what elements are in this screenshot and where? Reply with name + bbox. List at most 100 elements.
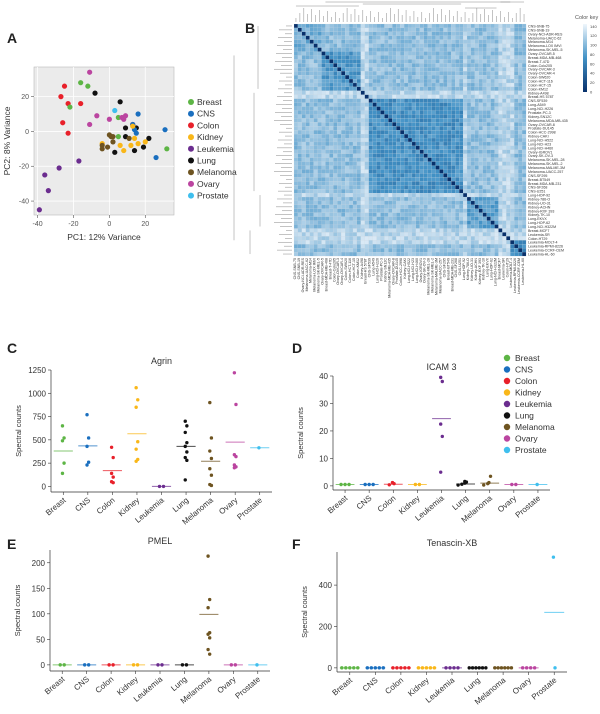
heatmap-cell: [470, 149, 476, 154]
heatmap-cell: [419, 220, 424, 225]
heatmap-cell: [368, 165, 373, 170]
row-label: Breast-BT549: [528, 178, 550, 182]
heatmap-cell: [345, 161, 350, 166]
heatmap-cell: [521, 236, 527, 241]
heatmap-cell: [404, 232, 409, 237]
heatmap-cell: [400, 134, 405, 139]
heatmap-cell: [360, 193, 365, 198]
heatmap-cell: [455, 43, 460, 48]
heatmap-cell: [376, 161, 381, 166]
heatmap-cell: [502, 98, 507, 103]
heatmap-cell: [510, 189, 515, 194]
heatmap-cell: [380, 181, 385, 186]
heatmap-cell: [498, 130, 503, 135]
heatmap-cell: [305, 51, 310, 56]
heatmap-cell: [451, 106, 456, 111]
heatmap-cell: [490, 130, 495, 135]
heatmap-cell: [411, 47, 417, 52]
heatmap-cell: [376, 63, 381, 68]
heatmap-cell: [447, 110, 452, 115]
heatmap-cell: [494, 208, 499, 213]
heatmap-cell: [435, 86, 440, 91]
heatmap-cell: [514, 27, 519, 32]
heatmap-cell: [400, 43, 405, 48]
heatmap-cell: [329, 173, 334, 178]
heatmap-cell: [321, 208, 326, 213]
x-tick-label: Colon: [383, 676, 405, 696]
data-point-ovary: [532, 666, 537, 670]
heatmap-cell: [498, 141, 503, 147]
heatmap-cell: [305, 240, 310, 245]
heatmap-cell: [521, 149, 527, 154]
heatmap-cell: [384, 169, 389, 174]
heatmap-cell: [297, 244, 302, 249]
heatmap-cell: [337, 35, 342, 40]
heatmap-cell: [368, 27, 373, 32]
heatmap-cell: [321, 98, 326, 103]
heatmap-cell: [309, 165, 314, 170]
heatmap-cell: [400, 173, 405, 178]
heatmap-cell: [309, 102, 314, 107]
heatmap-cell: [474, 212, 479, 217]
heatmap-cell: [521, 75, 527, 80]
heatmap-cell: [356, 216, 361, 221]
heatmap-cell: [388, 118, 393, 123]
heatmap-cell: [431, 236, 436, 241]
heatmap-cell: [407, 149, 413, 154]
heatmap-cell: [431, 153, 436, 158]
data-point-lung: [184, 663, 189, 667]
heatmap-cell: [372, 193, 377, 198]
heatmap-cell: [364, 161, 369, 166]
heatmap-cell: [521, 35, 527, 40]
heatmap-cell: [368, 189, 373, 194]
heatmap-cell: [478, 94, 483, 99]
heatmap-cell: [439, 130, 444, 135]
heatmap-cell: [427, 94, 432, 99]
heatmap-cell: [415, 27, 420, 32]
heatmap-cell: [502, 78, 507, 84]
legend-marker: [188, 99, 194, 105]
heatmap-cell: [521, 216, 527, 221]
heatmap-cell: [415, 149, 420, 154]
heatmap-cell: [474, 82, 479, 88]
heatmap-cell: [431, 43, 436, 48]
heatmap-cell: [309, 141, 314, 147]
heatmap-cell: [333, 220, 338, 225]
heatmap-cell: [478, 232, 483, 237]
heatmap-cell: [293, 248, 299, 253]
heatmap-cell: [388, 122, 393, 127]
heatmap-cell: [415, 98, 420, 103]
y-axis-label: Spectral counts: [296, 407, 305, 459]
heatmap-cell: [392, 165, 397, 170]
heatmap-cell: [376, 118, 381, 123]
heatmap-cell: [470, 232, 476, 237]
heatmap-cell: [459, 212, 464, 217]
heatmap-cell: [455, 145, 460, 150]
heatmap-cell: [490, 110, 495, 115]
heatmap-cell: [514, 23, 519, 29]
heatmap-cell: [309, 23, 314, 29]
heatmap-cell: [325, 224, 330, 229]
heatmap-cell: [459, 208, 464, 213]
heatmap-cell: [514, 47, 519, 52]
heatmap-cell: [368, 251, 373, 257]
heatmap-cell: [427, 106, 432, 111]
heatmap-cell: [411, 177, 417, 182]
heatmap-cell: [341, 43, 346, 48]
heatmap-cell: [466, 35, 472, 40]
heatmap-cell: [388, 145, 393, 150]
heatmap-cell: [400, 137, 405, 143]
heatmap-cell: [368, 196, 373, 202]
heatmap-cell: [455, 98, 460, 103]
row-label: Ovary-SK-OV-3: [528, 154, 553, 158]
heatmap-cell: [325, 67, 330, 72]
heatmap-cell: [321, 228, 326, 233]
heatmap-cell: [490, 75, 495, 80]
heatmap-cell: [372, 110, 377, 115]
heatmap-cell: [490, 122, 495, 127]
heatmap-cell: [486, 157, 491, 162]
heatmap-cell: [521, 137, 527, 143]
heatmap-cell: [506, 78, 511, 84]
chart-title: Tenascin-XB: [427, 538, 478, 548]
heatmap-cell: [498, 181, 503, 186]
